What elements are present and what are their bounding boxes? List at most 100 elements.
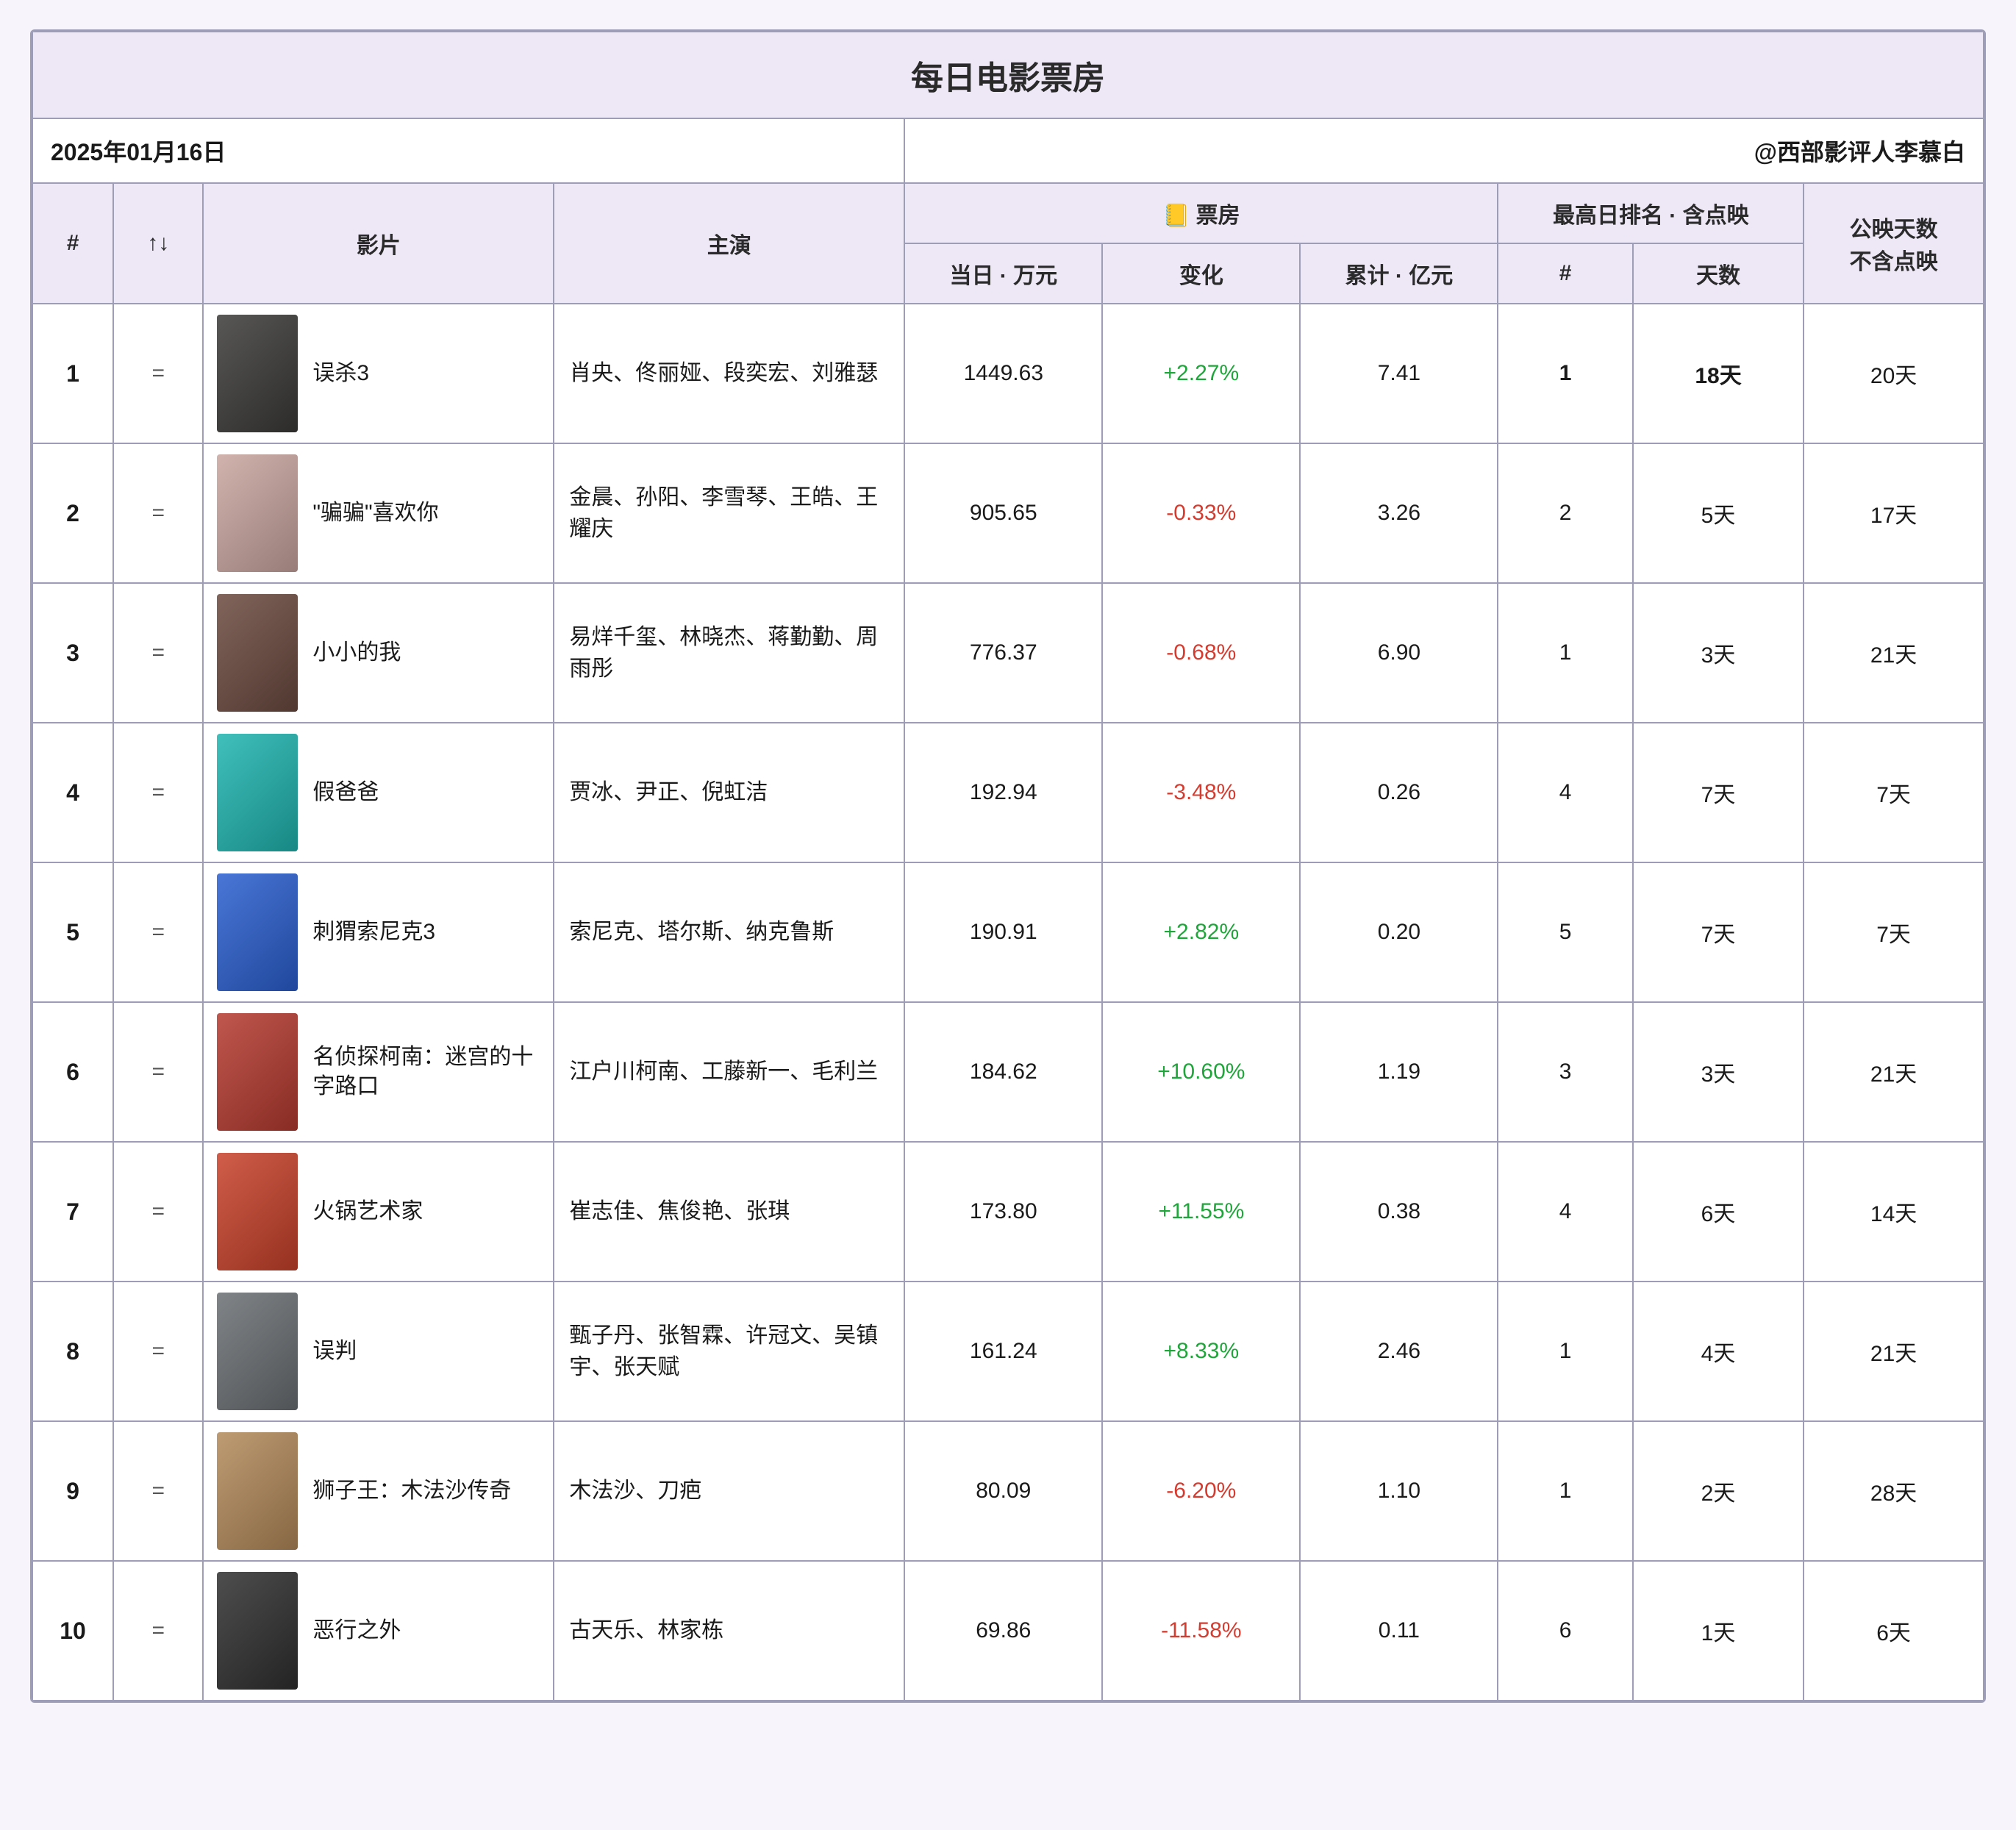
hdr-box-group: 📒 票房 — [904, 183, 1498, 243]
cell-daily: 161.24 — [904, 1282, 1102, 1421]
cell-peak-days: 4天 — [1633, 1282, 1804, 1421]
cell-rank: 6 — [32, 1002, 113, 1142]
poster-thumb — [217, 734, 298, 851]
cell-movie: "骗骗"喜欢你 — [203, 443, 554, 583]
movie-title: 狮子王：木法沙传奇 — [312, 1476, 511, 1506]
cell-rank: 4 — [32, 723, 113, 862]
cell-peak-rank: 6 — [1498, 1561, 1632, 1701]
cell-peak-rank: 4 — [1498, 1142, 1632, 1282]
boxoffice-container: 每日电影票房 2025年01月16日 @西部影评人李慕白 # ↑↓ 影片 主演 … — [30, 29, 1986, 1703]
table-row: 1=误杀3肖央、佟丽娅、段奕宏、刘雅瑟1449.63+2.27%7.41118天… — [32, 304, 1984, 443]
cell-change: +2.82% — [1102, 862, 1300, 1002]
cell-release-days: 21天 — [1804, 1282, 1984, 1421]
cell-peak-days: 18天 — [1633, 304, 1804, 443]
hdr-rank: # — [32, 183, 113, 304]
cell-cumulative: 0.20 — [1300, 862, 1498, 1002]
cell-daily: 80.09 — [904, 1421, 1102, 1561]
cell-rank: 8 — [32, 1282, 113, 1421]
cell-release-days: 28天 — [1804, 1421, 1984, 1561]
cell-daily: 1449.63 — [904, 304, 1102, 443]
table-row: 2="骗骗"喜欢你金晨、孙阳、李雪琴、王皓、王耀庆905.65-0.33%3.2… — [32, 443, 1984, 583]
cell-cast: 金晨、孙阳、李雪琴、王皓、王耀庆 — [554, 443, 904, 583]
cell-release-days: 21天 — [1804, 583, 1984, 723]
cell-cumulative: 0.11 — [1300, 1561, 1498, 1701]
cell-daily: 69.86 — [904, 1561, 1102, 1701]
cell-peak-days: 3天 — [1633, 1002, 1804, 1142]
cell-trend: = — [113, 1142, 203, 1282]
cell-trend: = — [113, 1561, 203, 1701]
cell-daily: 173.80 — [904, 1142, 1102, 1282]
cell-peak-days: 2天 — [1633, 1421, 1804, 1561]
cell-peak-days: 1天 — [1633, 1561, 1804, 1701]
poster-thumb — [217, 873, 298, 991]
boxoffice-table: 每日电影票房 2025年01月16日 @西部影评人李慕白 # ↑↓ 影片 主演 … — [32, 31, 1984, 1701]
cell-movie: 误判 — [203, 1282, 554, 1421]
cell-trend: = — [113, 723, 203, 862]
poster-thumb — [217, 1293, 298, 1410]
cell-cumulative: 0.38 — [1300, 1142, 1498, 1282]
cell-movie: 名侦探柯南：迷宫的十字路口 — [203, 1002, 554, 1142]
poster-thumb — [217, 1572, 298, 1690]
table-title: 每日电影票房 — [32, 32, 1984, 118]
poster-thumb — [217, 1153, 298, 1270]
cell-daily: 190.91 — [904, 862, 1102, 1002]
cell-cast: 易烊千玺、林晓杰、蒋勤勤、周雨彤 — [554, 583, 904, 723]
cell-daily: 905.65 — [904, 443, 1102, 583]
cell-cast: 贾冰、尹正、倪虹洁 — [554, 723, 904, 862]
cell-release-days: 20天 — [1804, 304, 1984, 443]
cell-peak-rank: 1 — [1498, 1282, 1632, 1421]
cell-peak-rank: 3 — [1498, 1002, 1632, 1142]
cell-peak-days: 7天 — [1633, 723, 1804, 862]
hdr-peak-group: 最高日排名 · 含点映 — [1498, 183, 1804, 243]
hdr-peak-days: 天数 — [1633, 243, 1804, 304]
cell-peak-rank: 1 — [1498, 583, 1632, 723]
cell-cast: 肖央、佟丽娅、段奕宏、刘雅瑟 — [554, 304, 904, 443]
cell-trend: = — [113, 1282, 203, 1421]
cell-cumulative: 6.90 — [1300, 583, 1498, 723]
hdr-change: 变化 — [1102, 243, 1300, 304]
cell-peak-rank: 1 — [1498, 1421, 1632, 1561]
cell-release-days: 7天 — [1804, 723, 1984, 862]
movie-title: 小小的我 — [312, 638, 401, 668]
poster-thumb — [217, 594, 298, 712]
movie-title: 火锅艺术家 — [312, 1197, 423, 1227]
hdr-movie: 影片 — [203, 183, 554, 304]
cell-peak-rank: 2 — [1498, 443, 1632, 583]
table-row: 8=误判甄子丹、张智霖、许冠文、吴镇宇、张天赋161.24+8.33%2.461… — [32, 1282, 1984, 1421]
hdr-cumulative: 累计 · 亿元 — [1300, 243, 1498, 304]
cell-trend: = — [113, 304, 203, 443]
cell-rank: 1 — [32, 304, 113, 443]
cell-trend: = — [113, 862, 203, 1002]
cell-release-days: 17天 — [1804, 443, 1984, 583]
table-row: 7=火锅艺术家崔志佳、焦俊艳、张琪173.80+11.55%0.3846天14天 — [32, 1142, 1984, 1282]
cell-movie: 假爸爸 — [203, 723, 554, 862]
cell-rank: 7 — [32, 1142, 113, 1282]
hdr-peak-rank: # — [1498, 243, 1632, 304]
cell-rank: 10 — [32, 1561, 113, 1701]
cell-movie: 狮子王：木法沙传奇 — [203, 1421, 554, 1561]
cell-trend: = — [113, 1002, 203, 1142]
cell-release-days: 6天 — [1804, 1561, 1984, 1701]
cell-cumulative: 1.10 — [1300, 1421, 1498, 1561]
table-row: 10=恶行之外古天乐、林家栋69.86-11.58%0.1161天6天 — [32, 1561, 1984, 1701]
cell-trend: = — [113, 1421, 203, 1561]
cell-peak-days: 5天 — [1633, 443, 1804, 583]
cell-peak-days: 7天 — [1633, 862, 1804, 1002]
cell-rank: 9 — [32, 1421, 113, 1561]
cell-change: -3.48% — [1102, 723, 1300, 862]
cell-change: +8.33% — [1102, 1282, 1300, 1421]
table-row: 9=狮子王：木法沙传奇木法沙、刀疤80.09-6.20%1.1012天28天 — [32, 1421, 1984, 1561]
cell-cast: 崔志佳、焦俊艳、张琪 — [554, 1142, 904, 1282]
cell-cumulative: 2.46 — [1300, 1282, 1498, 1421]
cell-peak-days: 3天 — [1633, 583, 1804, 723]
cell-release-days: 21天 — [1804, 1002, 1984, 1142]
cell-rank: 2 — [32, 443, 113, 583]
cell-change: +2.27% — [1102, 304, 1300, 443]
cell-change: -11.58% — [1102, 1561, 1300, 1701]
movie-title: 误判 — [312, 1337, 357, 1367]
cell-movie: 刺猬索尼克3 — [203, 862, 554, 1002]
table-row: 5=刺猬索尼克3索尼克、塔尔斯、纳克鲁斯190.91+2.82%0.2057天7… — [32, 862, 1984, 1002]
table-row: 6=名侦探柯南：迷宫的十字路口江户川柯南、工藤新一、毛利兰184.62+10.6… — [32, 1002, 1984, 1142]
cell-movie: 小小的我 — [203, 583, 554, 723]
cell-cast: 索尼克、塔尔斯、纳克鲁斯 — [554, 862, 904, 1002]
